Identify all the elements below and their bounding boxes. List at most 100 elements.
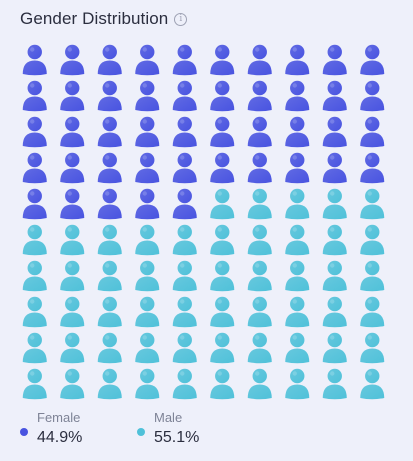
legend-label-female: Female [37, 410, 81, 425]
person-icon-female [22, 116, 47, 148]
person-icon-male [285, 188, 310, 220]
person-icon-male [97, 332, 122, 364]
person-icon-male [22, 332, 47, 364]
person-icon-female [97, 44, 122, 76]
person-icon-male [97, 260, 122, 292]
person-icon-male [247, 224, 272, 256]
person-icon-male [60, 368, 85, 400]
person-icon-male [135, 224, 160, 256]
person-icon-female [360, 80, 385, 112]
person-icon-male [247, 296, 272, 328]
person-icon-female [172, 188, 197, 220]
person-icon-female [322, 116, 347, 148]
person-icon-male [97, 224, 122, 256]
person-icon-female [360, 116, 385, 148]
person-icon-female [60, 80, 85, 112]
person-icon-female [285, 80, 310, 112]
person-icon-male [360, 260, 385, 292]
person-icon-male [60, 332, 85, 364]
person-icon-female [360, 152, 385, 184]
person-icon-male [60, 224, 85, 256]
person-icon-male [135, 332, 160, 364]
person-icon-female [285, 116, 310, 148]
female-dot [20, 428, 28, 436]
person-icon-male [210, 260, 235, 292]
person-icon-male [210, 368, 235, 400]
person-icon-female [172, 44, 197, 76]
person-icon-male [360, 224, 385, 256]
person-icon-male [322, 296, 347, 328]
legend-item-male: Male 55.1% [137, 410, 254, 448]
person-icon-male [135, 260, 160, 292]
person-icon-female [97, 188, 122, 220]
person-icon-female [60, 116, 85, 148]
person-icon-female [135, 80, 160, 112]
person-icon-male [285, 368, 310, 400]
person-icon-male [247, 188, 272, 220]
legend-label-male: Male [154, 410, 183, 425]
male-dot [137, 428, 145, 436]
person-icon-female [22, 188, 47, 220]
person-icon-male [285, 332, 310, 364]
person-icon-female [322, 152, 347, 184]
person-icon-male [285, 260, 310, 292]
person-icon-female [97, 80, 122, 112]
person-icon-female [285, 152, 310, 184]
person-icon-female [322, 80, 347, 112]
person-icon-male [285, 296, 310, 328]
person-icon-female [247, 152, 272, 184]
person-icon-male [22, 260, 47, 292]
person-icon-female [172, 152, 197, 184]
person-icon-female [60, 44, 85, 76]
legend-item-female: Female 44.9% [20, 410, 137, 448]
person-icon-female [210, 152, 235, 184]
person-icon-female [360, 44, 385, 76]
person-icon-male [135, 368, 160, 400]
person-icon-female [22, 80, 47, 112]
person-icon-female [322, 44, 347, 76]
person-icon-female [135, 44, 160, 76]
person-icon-male [60, 260, 85, 292]
person-icon-male [135, 296, 160, 328]
person-icon-female [60, 152, 85, 184]
legend-value-female: 44.9% [37, 429, 83, 446]
person-icon-male [360, 296, 385, 328]
person-icon-male [285, 224, 310, 256]
person-icon-male [97, 296, 122, 328]
info-icon[interactable]: i [174, 12, 188, 26]
pictograph-grid [16, 42, 391, 402]
person-icon-female [210, 44, 235, 76]
person-icon-male [247, 332, 272, 364]
person-icon-male [210, 332, 235, 364]
person-icon-male [322, 368, 347, 400]
person-icon-male [172, 296, 197, 328]
person-icon-male [60, 296, 85, 328]
legend-value-male: 55.1% [154, 429, 200, 446]
person-icon-female [97, 116, 122, 148]
person-icon-male [22, 224, 47, 256]
person-icon-male [360, 368, 385, 400]
person-icon-male [247, 368, 272, 400]
person-icon-male [172, 332, 197, 364]
person-icon-male [360, 332, 385, 364]
person-icon-male [210, 224, 235, 256]
person-icon-male [322, 332, 347, 364]
person-icon-male [322, 224, 347, 256]
person-icon-female [210, 80, 235, 112]
person-icon-male [97, 368, 122, 400]
person-icon-male [172, 368, 197, 400]
card-header: Gender Distribution i [20, 9, 188, 29]
person-icon-female [22, 152, 47, 184]
pictograph-svg [22, 44, 385, 400]
person-icon-female [22, 44, 47, 76]
person-icon-female [247, 80, 272, 112]
person-icon-male [22, 368, 47, 400]
person-icon-male [247, 260, 272, 292]
person-icon-female [60, 188, 85, 220]
person-icon-male [210, 296, 235, 328]
person-icon-female [210, 116, 235, 148]
person-icon-female [135, 188, 160, 220]
person-icon-female [172, 116, 197, 148]
person-icon-male [322, 260, 347, 292]
